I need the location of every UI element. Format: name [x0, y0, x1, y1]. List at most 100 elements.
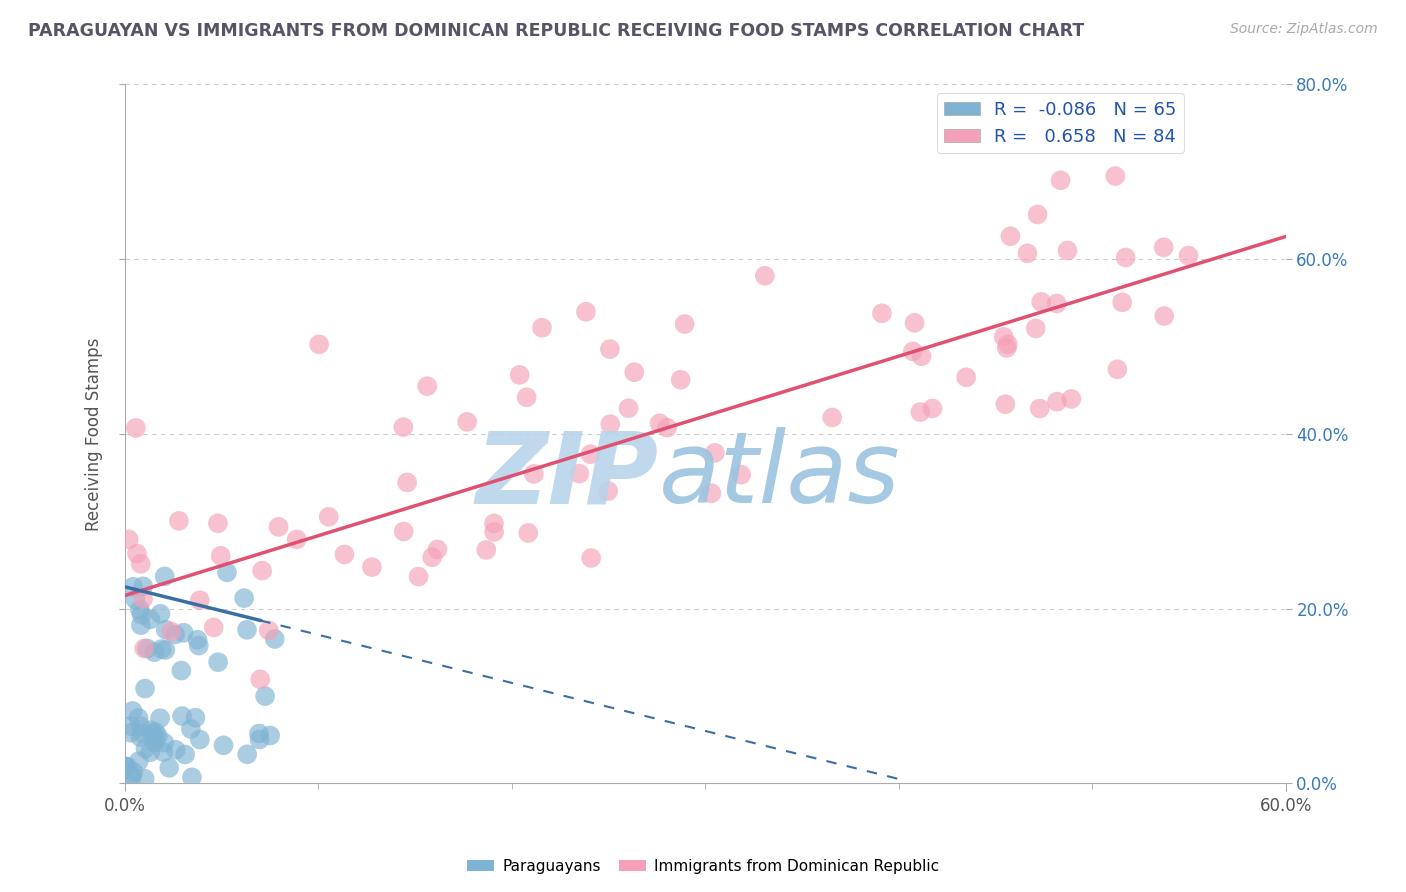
Point [129, 618, 152, 632]
Point [131, 726, 153, 740]
Point [139, 612, 162, 626]
Point [657, 421, 679, 435]
Point [143, 645, 166, 659]
Point [598, 484, 620, 499]
Point [129, 719, 152, 733]
Point [333, 548, 356, 562]
Point [1029, 401, 1052, 416]
Point [247, 726, 270, 740]
Point [139, 745, 162, 759]
Point [254, 689, 277, 703]
Point [482, 516, 505, 531]
Legend: Paraguayans, Immigrants from Dominican Republic: Paraguayans, Immigrants from Dominican R… [461, 853, 945, 880]
Point [145, 725, 167, 739]
Point [115, 759, 138, 773]
Point [456, 415, 478, 429]
Point [150, 642, 173, 657]
Point [517, 525, 540, 540]
Point [579, 447, 602, 461]
Point [120, 725, 142, 739]
Point [617, 401, 640, 416]
Point [1026, 207, 1049, 221]
Point [124, 592, 146, 607]
Point [121, 704, 143, 718]
Point [700, 486, 723, 500]
Point [308, 337, 330, 351]
Point [993, 330, 1015, 344]
Point [142, 727, 165, 741]
Point [250, 564, 273, 578]
Point [236, 747, 259, 762]
Point [263, 632, 285, 646]
Point [921, 401, 943, 416]
Point [118, 533, 141, 547]
Point [673, 317, 696, 331]
Point [475, 543, 498, 558]
Point [997, 337, 1019, 351]
Point [114, 759, 136, 773]
Point [396, 475, 419, 490]
Point [392, 524, 415, 539]
Point [267, 520, 290, 534]
Point [187, 639, 209, 653]
Point [187, 632, 209, 647]
Point [122, 764, 145, 779]
Point [134, 741, 156, 756]
Point [870, 306, 893, 320]
Point [416, 379, 439, 393]
Point [121, 768, 143, 782]
Point [165, 743, 187, 757]
Point [236, 623, 259, 637]
Point [1056, 244, 1078, 258]
Point [129, 557, 152, 571]
Legend: R =  -0.086   N = 65, R =   0.658   N = 84: R = -0.086 N = 65, R = 0.658 N = 84 [936, 94, 1184, 153]
Point [170, 664, 193, 678]
Point [188, 593, 211, 607]
Point [165, 627, 187, 641]
Point [523, 467, 546, 481]
Point [180, 722, 202, 736]
Point [134, 681, 156, 696]
Point [149, 711, 172, 725]
Point [1060, 392, 1083, 406]
Point [249, 732, 271, 747]
Point [1107, 362, 1129, 376]
Point [910, 349, 932, 363]
Point [955, 370, 977, 384]
Point [257, 624, 280, 638]
Point [426, 542, 449, 557]
Point [259, 729, 281, 743]
Text: atlas: atlas [659, 427, 901, 524]
Point [669, 373, 692, 387]
Point [318, 509, 340, 524]
Point [1153, 309, 1175, 323]
Point [215, 566, 238, 580]
Point [1017, 246, 1039, 260]
Point [167, 514, 190, 528]
Point [408, 569, 430, 583]
Point [361, 560, 384, 574]
Text: PARAGUAYAN VS IMMIGRANTS FROM DOMINICAN REPUBLIC RECEIVING FOOD STAMPS CORRELATI: PARAGUAYAN VS IMMIGRANTS FROM DOMINICAN … [28, 22, 1084, 40]
Point [530, 320, 553, 334]
Point [157, 761, 180, 775]
Point [212, 739, 235, 753]
Point [1153, 240, 1175, 254]
Point [134, 641, 156, 656]
Point [132, 579, 155, 593]
Point [233, 591, 256, 606]
Point [160, 624, 183, 639]
Point [285, 533, 308, 547]
Point [1025, 321, 1047, 335]
Point [901, 344, 924, 359]
Point [209, 549, 232, 563]
Point [132, 591, 155, 606]
Point [516, 390, 538, 404]
Point [155, 623, 177, 637]
Point [128, 711, 150, 725]
Point [143, 731, 166, 745]
Point [1177, 249, 1199, 263]
Point [152, 745, 174, 759]
Point [994, 397, 1017, 411]
Point [249, 673, 271, 687]
Point [754, 268, 776, 283]
